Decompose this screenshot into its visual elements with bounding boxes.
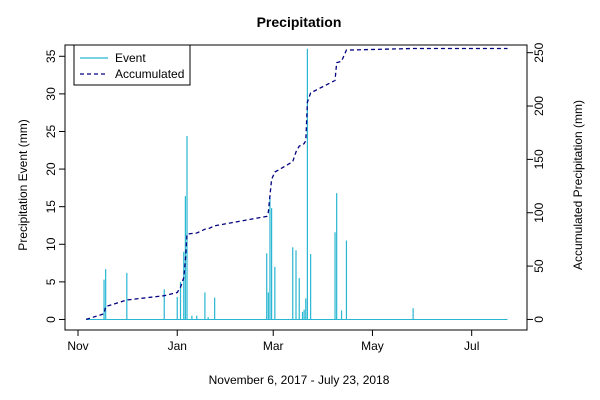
y-left-tick-label-25: 25 [44, 124, 58, 138]
legend-box [73, 44, 191, 86]
y-right-tick-label-200: 200 [532, 96, 546, 116]
chart-marks: Nov Jan Mar May Jul 0 5 10 15 20 25 30 35 0 50 100 150 20… [44, 42, 546, 353]
x-tick-label-nov: Nov [67, 339, 88, 353]
x-axis-label: November 6, 2017 - July 23, 2018 [209, 373, 390, 387]
legend-label-event: Event [115, 51, 146, 65]
legend-label-accumulated: Accumulated [115, 67, 184, 81]
x-tick-label-jan: Jan [168, 339, 187, 353]
y-right-tick-label-100: 100 [532, 202, 546, 222]
y-axis-right-label: Accumulated Precipitation (mm) [571, 100, 585, 270]
y-left-tick-label-5: 5 [44, 278, 58, 285]
y-axis-left-label: Precipitation Event (mm) [16, 119, 30, 250]
y-left-tick-label-15: 15 [44, 200, 58, 214]
y-left-tick-label-10: 10 [44, 237, 58, 251]
y-right-tick-label-0: 0 [532, 316, 546, 323]
chart-title: Precipitation [257, 14, 342, 30]
x-tick-label-may: May [361, 339, 384, 353]
y-left-tick-label-0: 0 [44, 316, 58, 323]
x-tick-label-jul: Jul [464, 339, 479, 353]
x-tick-label-mar: Mar [263, 339, 284, 353]
accumulated-line [85, 47, 508, 321]
y-right-tick-label-50: 50 [532, 259, 546, 273]
y-left-tick-label-20: 20 [44, 162, 58, 176]
legend: Event Accumulated [73, 44, 191, 86]
y-right-tick-label-250: 250 [532, 42, 546, 62]
y-left-tick-label-30: 30 [44, 87, 58, 101]
y-right-tick-label-150: 150 [532, 149, 546, 169]
y-left-tick-label-35: 35 [44, 49, 58, 63]
